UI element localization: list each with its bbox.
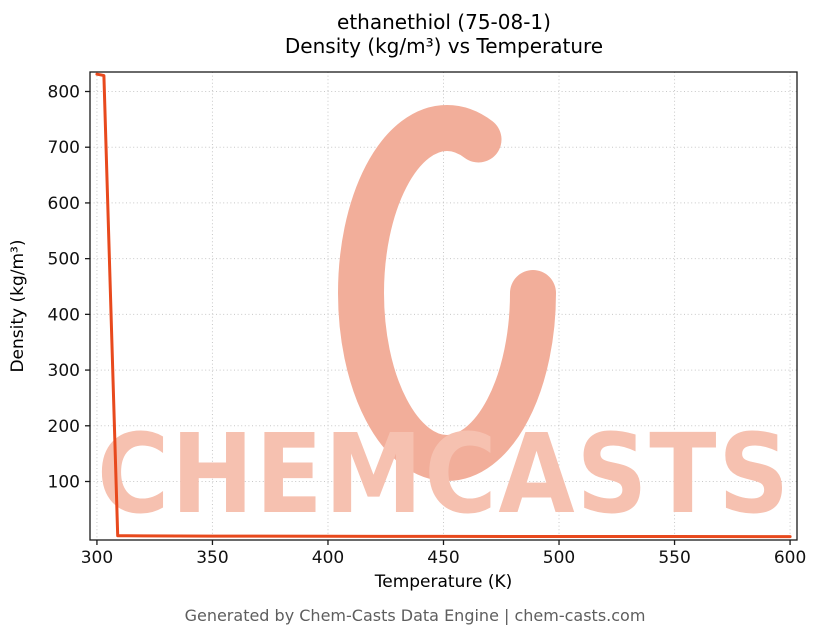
footer-credit: Generated by Chem-Casts Data Engine | ch…	[184, 606, 646, 625]
y-tick-label: 700	[48, 138, 80, 158]
density-line	[95, 72, 792, 539]
grid-lines	[90, 72, 797, 540]
x-axis-label: Temperature (K)	[374, 572, 513, 592]
y-tick-label: 500	[48, 250, 80, 270]
x-tick-label: 300	[81, 548, 113, 568]
watermark-logo-ring	[338, 105, 556, 481]
chart-title: ethanethiol (75-08-1) Density (kg/m³) vs…	[0, 10, 830, 58]
x-tick-label: 450	[427, 548, 459, 568]
data-line-group	[95, 72, 792, 539]
y-tick-label: 800	[48, 83, 80, 103]
chart-title-line2: Density (kg/m³) vs Temperature	[284, 34, 604, 58]
axes-group: 300 350 400 450 500 550 600 100 200 300 400 500 600 7…	[48, 71, 806, 568]
x-tick-label: 350	[196, 548, 228, 568]
chart-title-line1: ethanethiol (75-08-1)	[337, 10, 551, 34]
x-tick-label: 600	[774, 548, 806, 568]
watermark-group: CHEMCASTS	[97, 105, 791, 538]
watermark-text: CHEMCASTS	[97, 410, 791, 538]
y-tick-label: 100	[48, 473, 80, 493]
x-tick-label: 500	[543, 548, 575, 568]
y-axis-label: Density (kg/m³)	[8, 239, 28, 373]
x-tick-label: 400	[312, 548, 344, 568]
y-tick-label: 400	[48, 305, 80, 325]
x-tick-label: 550	[658, 548, 690, 568]
y-tick-label: 600	[48, 194, 80, 214]
y-tick-label: 300	[48, 361, 80, 381]
y-tick-label: 200	[48, 417, 80, 437]
